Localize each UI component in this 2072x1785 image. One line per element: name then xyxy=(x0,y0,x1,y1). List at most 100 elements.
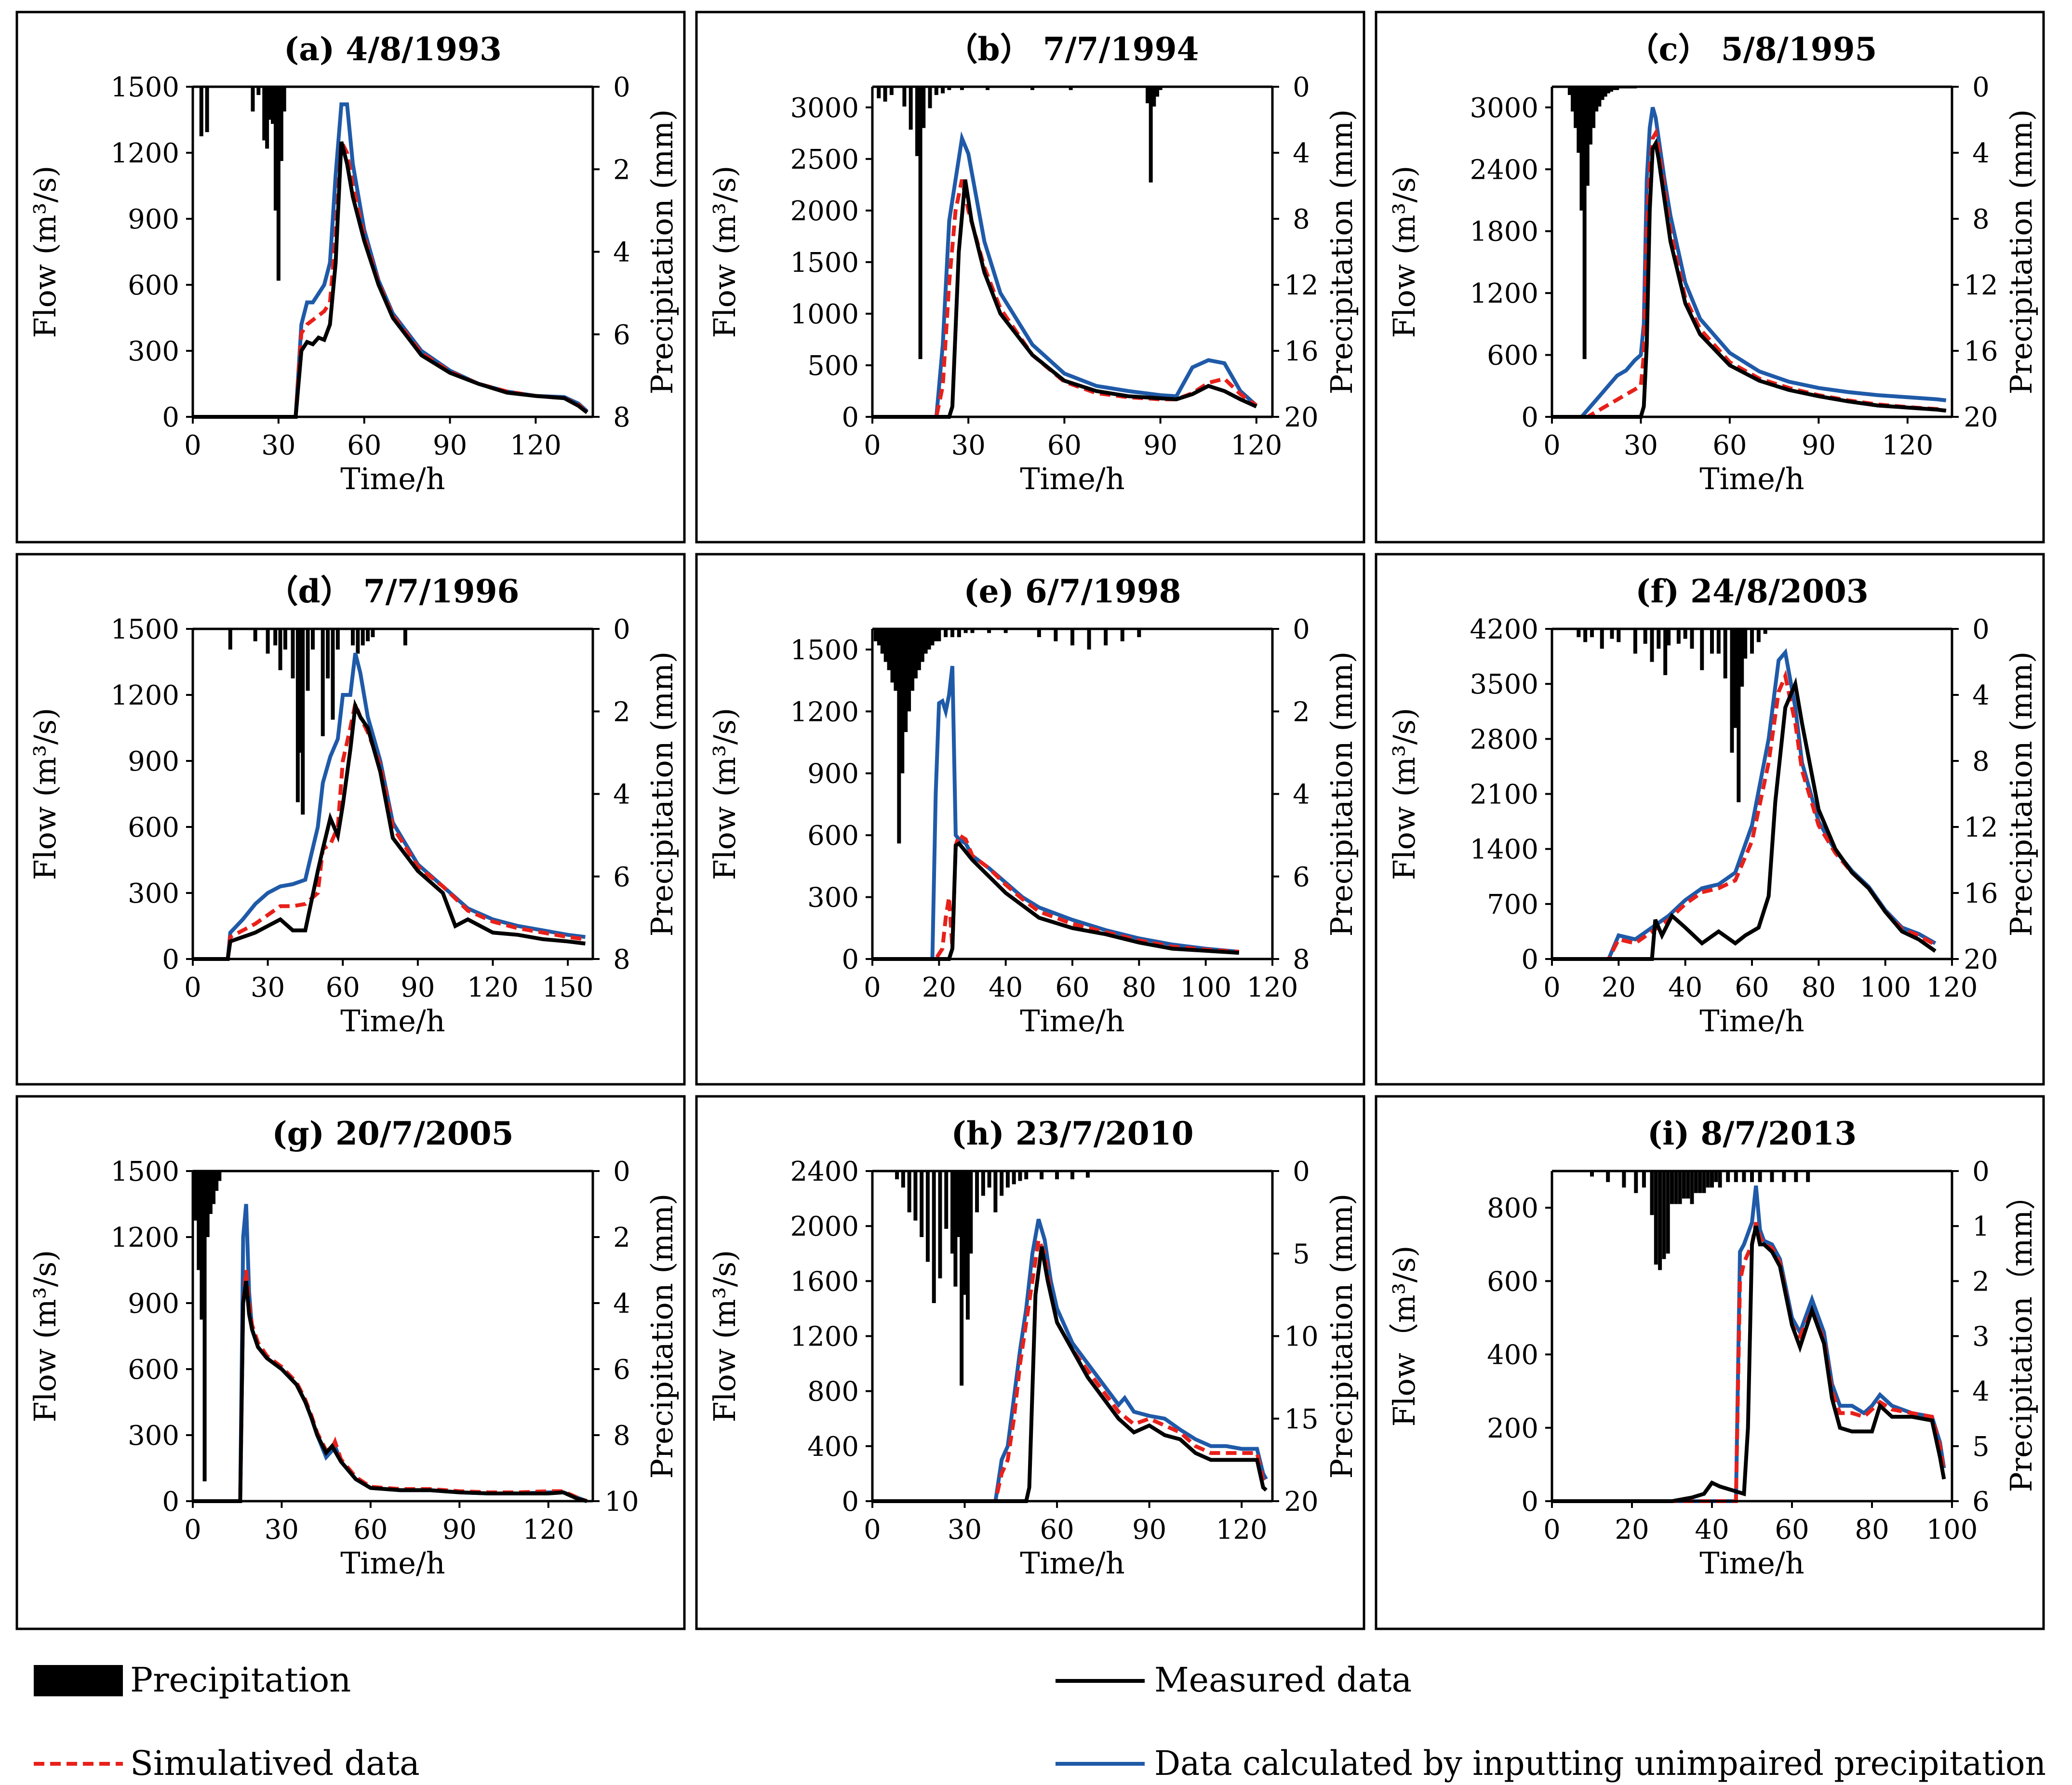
panel-title: （d） 7/7/1996 xyxy=(267,573,520,610)
legend-unimpaired-label: Data calculated by inputting unimpaired … xyxy=(1154,1744,2046,1783)
x-axis-title: Time/h xyxy=(1020,1003,1124,1039)
series-line-simulatived-data xyxy=(1552,669,1937,961)
x-tick-label: 120 xyxy=(1926,972,1978,1003)
y2-tick-label: 4 xyxy=(1293,138,1310,169)
panel-title: （b） 7/7/1994 xyxy=(946,30,1199,68)
precipitation-bar xyxy=(957,629,961,638)
y-tick-label: 300 xyxy=(807,882,859,914)
y2-tick-label: 2 xyxy=(613,1222,630,1253)
y-tick-label: 3000 xyxy=(1470,93,1538,124)
y-tick-label: 1400 xyxy=(1470,834,1538,866)
precipitation-bar xyxy=(214,1171,219,1191)
precipitation-bar xyxy=(1690,1171,1694,1204)
y2-tick-label: 4 xyxy=(1972,1376,1990,1408)
precipitation-bar xyxy=(282,87,286,112)
precipitation-bar xyxy=(1633,629,1637,654)
x-tick-label: 120 xyxy=(522,1514,574,1545)
precipitation-bar xyxy=(1024,1171,1029,1180)
x-axis-title: Time/h xyxy=(1020,1545,1124,1581)
x-axis-title: Time/h xyxy=(340,1003,445,1039)
precipitation-bar xyxy=(987,1171,991,1188)
y-axis-title-left: Flow (m³/s) xyxy=(27,708,63,880)
y-tick-label: 600 xyxy=(807,820,859,852)
precipitation-bar xyxy=(937,629,941,641)
y-axis-title-right: Precipitation (mm) xyxy=(644,1194,680,1479)
precipitation-bar xyxy=(960,1171,964,1386)
y-tick-label: 600 xyxy=(128,812,179,843)
x-tick-label: 40 xyxy=(1695,1514,1729,1545)
legend-measured-label: Measured data xyxy=(1154,1660,1412,1700)
precipitation-bar xyxy=(1657,629,1661,649)
x-tick-label: 100 xyxy=(1180,972,1231,1003)
precipitation-bar xyxy=(915,87,919,156)
precipitation-bar xyxy=(335,629,340,650)
precipitation-bar xyxy=(941,87,945,93)
precipitation-bar xyxy=(1794,1171,1798,1182)
x-tick-label: 80 xyxy=(1802,972,1836,1003)
x-tick-label: 60 xyxy=(347,430,381,461)
x-axis-title: Time/h xyxy=(340,1545,445,1581)
precipitation-bar xyxy=(970,629,975,633)
precipitation-bar xyxy=(306,629,310,691)
precipitation-bar xyxy=(1003,629,1008,633)
precipitation-bar xyxy=(963,629,968,633)
y-tick-label: 0 xyxy=(162,1486,179,1518)
y2-tick-label: 8 xyxy=(613,402,630,433)
y-axis-title-left: Flow (m³/s) xyxy=(707,166,742,338)
precipitation-bar xyxy=(1577,629,1581,638)
x-tick-label: 30 xyxy=(251,972,285,1003)
precipitation-bar xyxy=(962,1171,967,1295)
y-tick-label: 900 xyxy=(128,1288,179,1319)
precipitation-bar xyxy=(947,87,951,90)
precipitation-bar xyxy=(266,629,270,654)
y-tick-label: 1200 xyxy=(790,1321,859,1353)
x-tick-label: 60 xyxy=(1047,430,1082,461)
precipitation-bars xyxy=(194,1171,222,1481)
y-tick-label: 600 xyxy=(128,270,179,301)
y-tick-label: 0 xyxy=(162,402,179,433)
precipitation-bar xyxy=(1723,629,1727,679)
x-axis-title: Time/h xyxy=(1699,1545,1804,1581)
y-tick-label: 2400 xyxy=(1470,154,1538,186)
y2-tick-label: 6 xyxy=(613,1354,630,1385)
x-tick-label: 120 xyxy=(1216,1514,1268,1545)
precipitation-bar xyxy=(1643,629,1647,644)
y-tick-label: 800 xyxy=(1487,1193,1538,1224)
y2-tick-label: 0 xyxy=(613,72,630,103)
precipitation-bar xyxy=(934,629,938,641)
y-tick-label: 400 xyxy=(807,1431,859,1463)
panel-frame xyxy=(15,553,686,1086)
precipitation-bar xyxy=(301,629,305,815)
x-tick-label: 90 xyxy=(442,1514,477,1545)
y2-tick-label: 0 xyxy=(1293,72,1310,103)
precipitation-bar xyxy=(897,629,901,844)
precipitation-bars xyxy=(199,87,286,281)
precipitation-bar xyxy=(1588,87,1592,145)
precipitation-bar xyxy=(1597,87,1602,107)
y-tick-label: 2400 xyxy=(790,1156,859,1187)
y2-tick-label: 16 xyxy=(1284,336,1318,367)
precipitation-bar xyxy=(1615,87,1619,90)
x-tick-label: 120 xyxy=(467,972,519,1003)
y-tick-label: 1600 xyxy=(790,1266,859,1297)
precipitation-bar xyxy=(1683,629,1687,639)
precipitation-bar xyxy=(953,1171,958,1287)
y2-tick-label: 4 xyxy=(613,1288,630,1319)
series-line-measured-data xyxy=(193,141,588,419)
y2-tick-label: 12 xyxy=(1964,270,1998,301)
precipitation-bar xyxy=(1658,1171,1662,1270)
x-tick-label: 90 xyxy=(433,430,467,461)
x-tick-label: 80 xyxy=(1122,972,1156,1003)
precipitation-bar xyxy=(1806,1171,1810,1182)
x-tick-label: 60 xyxy=(353,1514,388,1545)
x-tick-label: 90 xyxy=(1132,1514,1166,1545)
y2-tick-label: 8 xyxy=(1972,204,1990,235)
x-tick-label: 0 xyxy=(864,1514,881,1545)
precipitation-bar xyxy=(321,629,325,736)
legend-precipitation-swatch xyxy=(34,1665,123,1696)
y2-tick-label: 0 xyxy=(613,614,630,645)
precipitation-bar xyxy=(1698,1171,1702,1193)
series-line-simulatived-data xyxy=(193,134,588,419)
precipitation-bar xyxy=(1055,1171,1059,1180)
panel-frame xyxy=(15,1095,686,1630)
